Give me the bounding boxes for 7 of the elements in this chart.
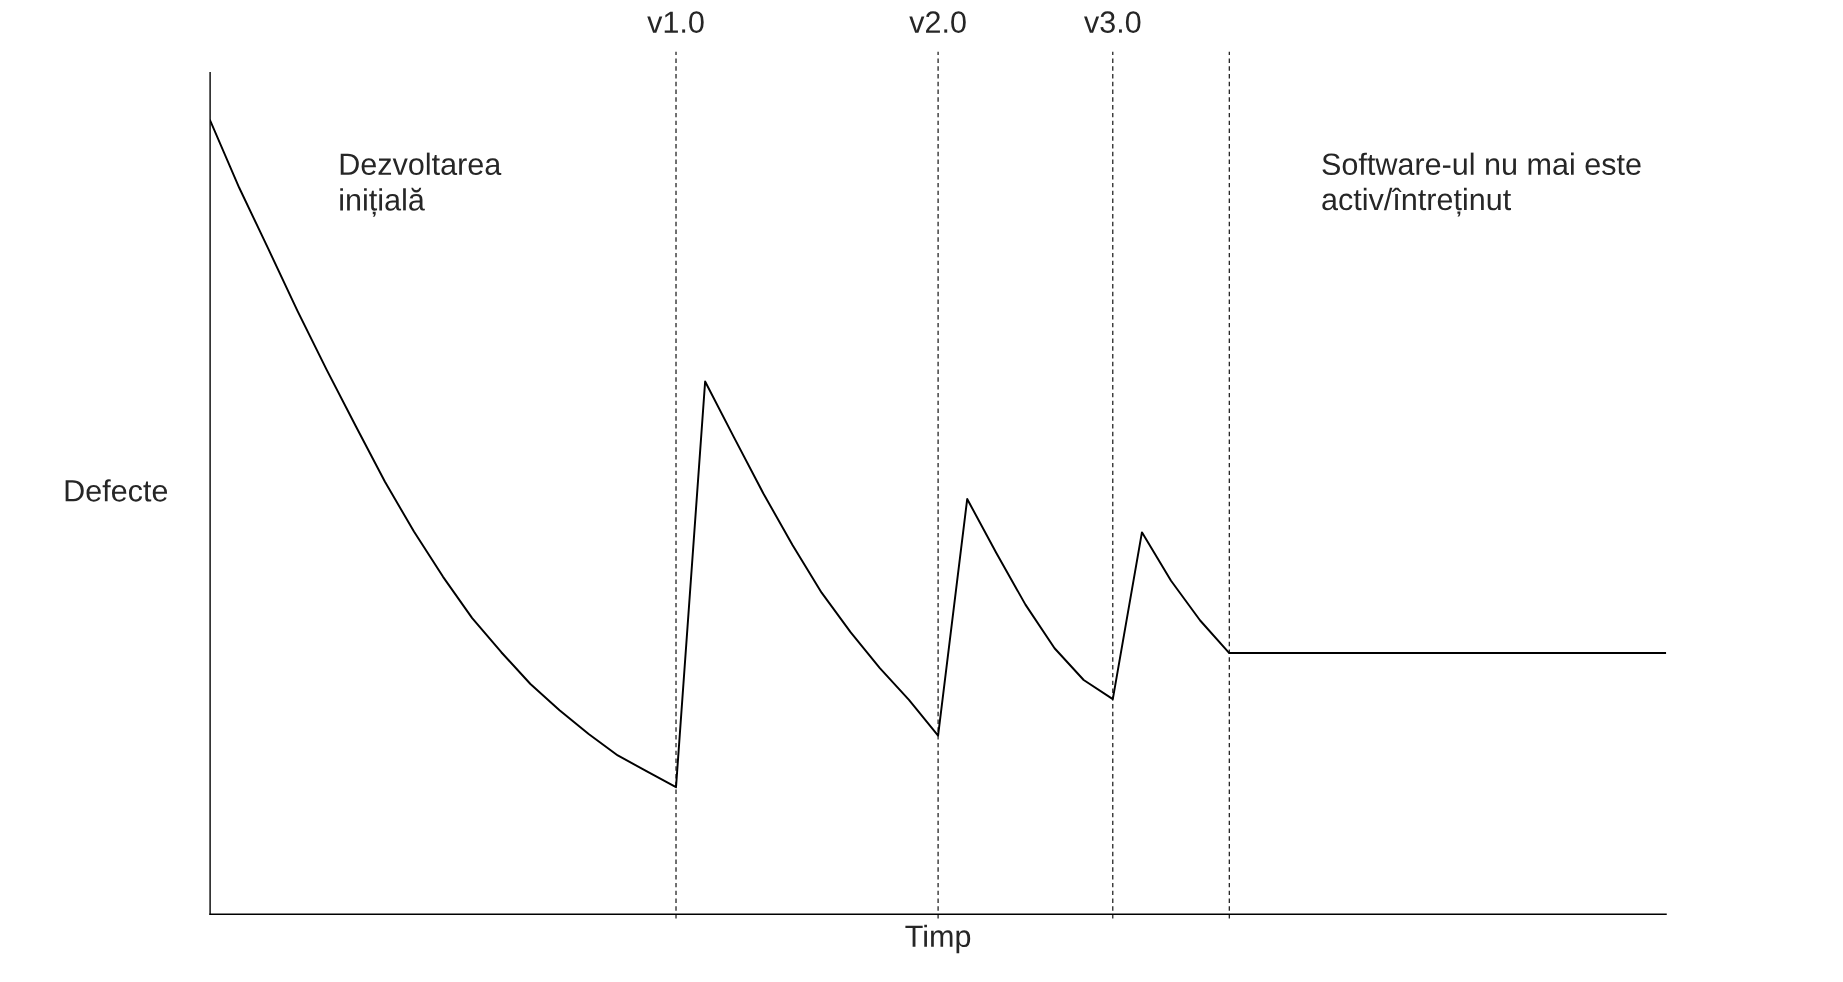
text: v2.0 bbox=[909, 11, 966, 33]
text: v3.0 bbox=[1084, 11, 1141, 33]
x-axis-title: Timp bbox=[905, 924, 971, 954]
y-axis-title: Defecte bbox=[65, 479, 168, 502]
annotation: Software-ul nu mai este activ/întreținut bbox=[1322, 152, 1641, 217]
annotation: Dezvoltarea inițială bbox=[340, 152, 502, 217]
text: v1.0 bbox=[647, 11, 704, 33]
